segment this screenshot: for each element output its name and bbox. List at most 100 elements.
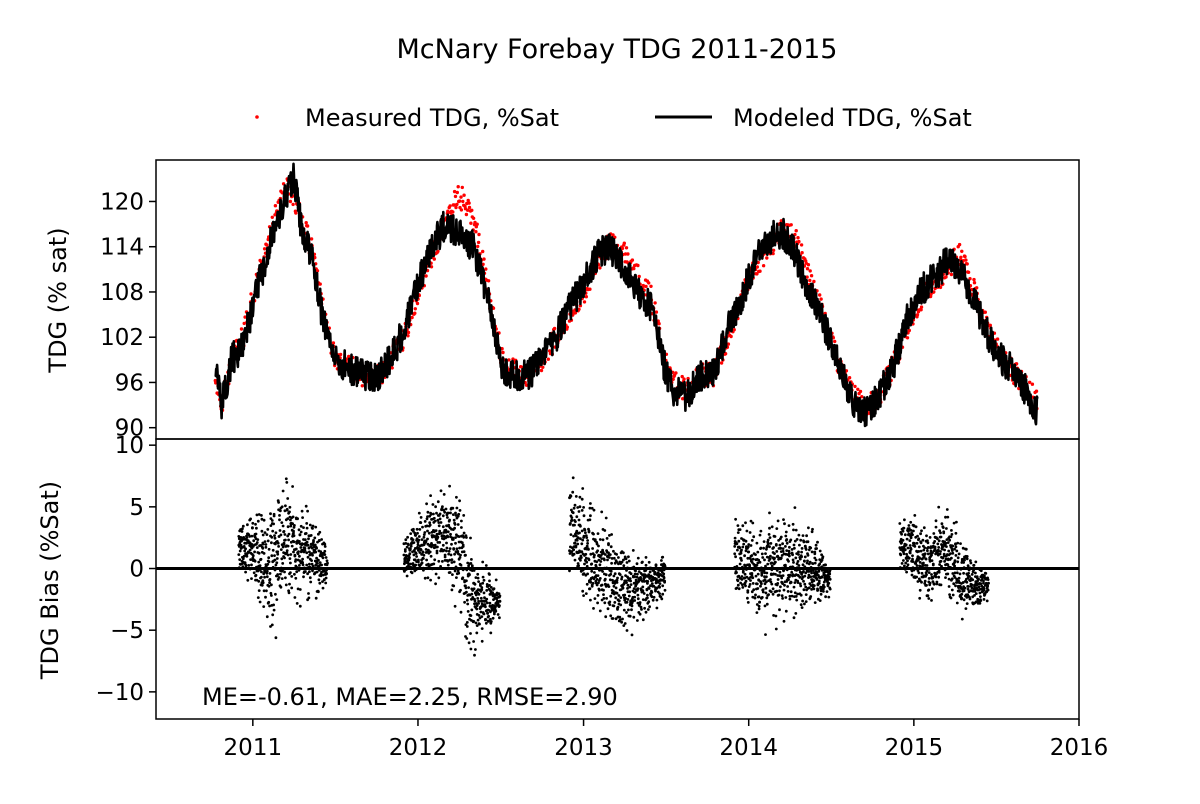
- bias-point: [438, 541, 442, 544]
- bias-point: [746, 596, 749, 600]
- bias-point: [764, 552, 767, 555]
- bias-point: [633, 599, 637, 602]
- bias-point: [765, 596, 769, 600]
- bias-point: [934, 575, 938, 579]
- bias-point: [462, 531, 466, 535]
- bias-point: [485, 597, 489, 601]
- bias-point: [644, 610, 648, 614]
- x-tick-label: 2015: [885, 735, 944, 761]
- bias-point: [458, 499, 461, 503]
- bias-point: [598, 588, 601, 592]
- bias-point: [432, 512, 435, 516]
- measured-point: [462, 193, 466, 197]
- bias-point: [442, 493, 446, 496]
- measured-point: [915, 313, 920, 317]
- bias-point: [748, 563, 751, 567]
- bias-point: [289, 561, 292, 565]
- bias-point: [250, 563, 253, 567]
- bias-point: [284, 477, 288, 481]
- bias-point: [642, 592, 646, 595]
- bias-point: [437, 576, 441, 580]
- bias-point: [636, 597, 640, 601]
- measured-point: [944, 275, 948, 279]
- measured-point: [546, 357, 550, 361]
- bias-point: [265, 575, 269, 579]
- bias-point: [577, 510, 581, 513]
- bias-point: [638, 601, 642, 604]
- bias-point: [488, 573, 491, 576]
- bias-point: [783, 583, 786, 587]
- bias-point: [641, 560, 644, 564]
- bias-point: [473, 582, 477, 586]
- measured-point: [729, 334, 733, 339]
- bias-point: [906, 559, 909, 563]
- bias-point: [933, 540, 937, 543]
- bias-point: [587, 558, 591, 562]
- bias-point: [276, 573, 280, 576]
- bias-point: [794, 556, 798, 560]
- measured-point: [331, 341, 336, 345]
- bias-point: [752, 535, 756, 539]
- bias-point: [733, 536, 737, 540]
- bias-point: [778, 608, 781, 612]
- bias-point: [287, 591, 291, 595]
- bias-point: [900, 532, 903, 536]
- bias-point: [589, 514, 592, 518]
- bias-point: [411, 538, 415, 542]
- bias-point: [254, 522, 257, 526]
- bias-point: [818, 549, 822, 553]
- bias-point: [272, 514, 276, 518]
- bias-point: [819, 592, 823, 596]
- bias-point: [304, 504, 308, 508]
- bias-point: [824, 595, 827, 599]
- bias-point: [956, 541, 960, 545]
- bias-point: [469, 647, 473, 651]
- bias-point: [906, 546, 910, 550]
- bias-point: [620, 575, 624, 579]
- bias-point: [261, 533, 265, 537]
- bias-point: [814, 558, 818, 562]
- bias-point: [750, 572, 754, 575]
- measured-point: [657, 322, 661, 326]
- bias-point: [803, 582, 807, 586]
- bias-point: [919, 549, 923, 553]
- bias-point: [264, 543, 268, 546]
- bias-point: [804, 593, 808, 596]
- bias-point: [736, 524, 740, 527]
- bias-point: [622, 564, 626, 568]
- bias-point: [614, 586, 618, 590]
- bias-point: [582, 534, 586, 538]
- bias-point: [956, 556, 960, 560]
- bias-point: [459, 610, 463, 614]
- bias-point: [465, 598, 469, 602]
- bias-point: [302, 526, 305, 529]
- bias-point: [625, 629, 629, 632]
- bias-point: [902, 559, 905, 562]
- bias-point: [608, 556, 611, 559]
- bias-point: [476, 597, 480, 600]
- bias-point: [743, 572, 747, 576]
- measured-point: [959, 255, 963, 259]
- bias-point: [629, 579, 632, 583]
- bias-point: [491, 616, 495, 620]
- bias-point: [270, 594, 273, 597]
- bias-point: [799, 538, 803, 542]
- measured-point: [436, 249, 440, 254]
- measured-point: [805, 267, 810, 271]
- bias-point: [432, 562, 436, 566]
- measured-point: [819, 297, 823, 301]
- bias-point: [598, 563, 602, 567]
- bias-point: [426, 529, 429, 533]
- bias-point: [907, 556, 911, 560]
- bias-point: [903, 518, 906, 522]
- bias-point: [274, 636, 278, 640]
- bias-point: [936, 542, 940, 546]
- bias-point: [750, 554, 754, 557]
- bias-point: [617, 556, 620, 559]
- bias-point: [646, 608, 650, 611]
- bias-point: [279, 585, 283, 589]
- bias-point: [452, 547, 456, 550]
- measured-point: [995, 337, 1000, 341]
- bias-point: [498, 616, 501, 620]
